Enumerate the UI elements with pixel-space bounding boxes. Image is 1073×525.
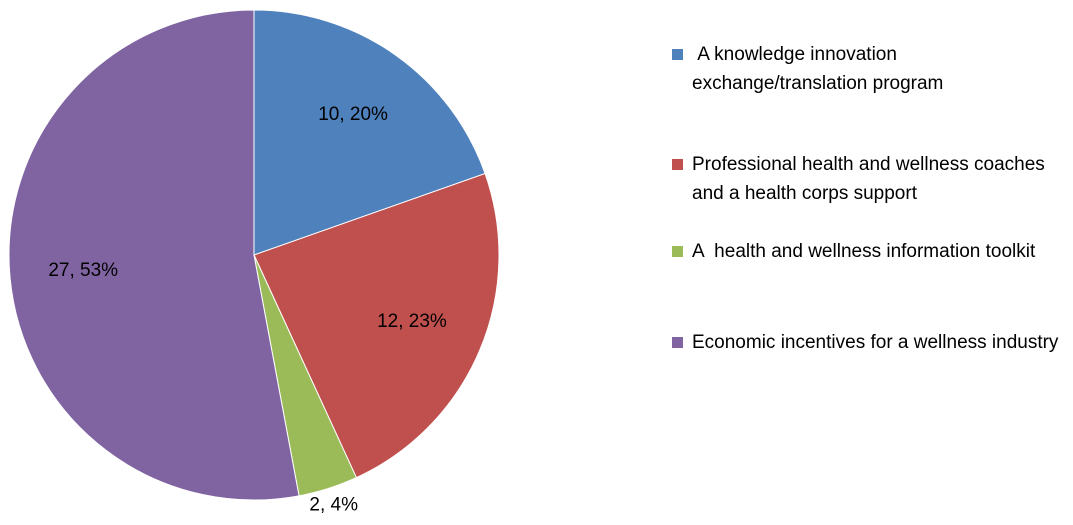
legend-swatch — [672, 337, 683, 348]
data-label: 12, 23% — [377, 311, 447, 332]
legend-label: A health and wellness information toolki… — [692, 241, 1036, 262]
legend-label: Economic incentives for a wellness indus… — [692, 332, 1059, 353]
data-label: 2, 4% — [309, 495, 358, 516]
legend-label: A knowledge innovation exchange/translat… — [692, 44, 944, 94]
chart: 10, 20% 12, 23% 2, 4% 27, 53% — [8, 9, 500, 516]
legend-swatch — [672, 159, 683, 170]
legend-swatch — [672, 49, 683, 60]
legend-swatch — [672, 246, 683, 257]
pie-slice — [253, 172, 500, 479]
pie-slice — [8, 9, 300, 501]
legend-label: Professional health and wellness coaches… — [692, 154, 1051, 204]
data-label: 27, 53% — [48, 260, 118, 281]
data-label: 10, 20% — [318, 104, 388, 125]
